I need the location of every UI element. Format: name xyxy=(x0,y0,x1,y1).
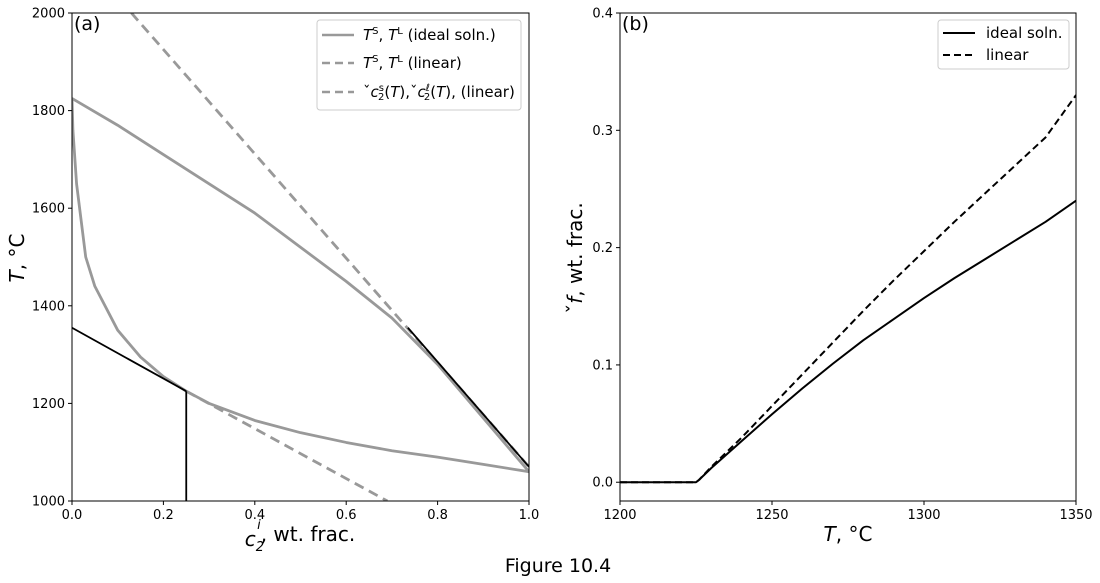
ytick-label-a-2: 1400 xyxy=(32,299,65,314)
panel-a-ticks: 0.0 0.2 0.4 0.6 0.8 1.0 1000 1200 1400 1600 1800 20… xyxy=(32,7,539,524)
panel-a: 0.0 0.2 0.4 0.6 0.8 1.0 1000 1200 1400 1600 1800 20… xyxy=(5,7,539,556)
legend-b-entry-0: ideal soln. xyxy=(986,24,1062,42)
xtick-label-a-1: 0.2 xyxy=(153,508,174,523)
panel-b-frame xyxy=(619,12,1077,502)
legend-a-entry-1: TS, TL (linear) xyxy=(363,54,462,72)
panel-b-legend: ideal soln. linear xyxy=(937,19,1070,70)
legend-b-entry-1: linear xyxy=(986,46,1029,64)
series-line-a-1 xyxy=(72,98,529,474)
xtick-label-a-5: 1.0 xyxy=(519,508,540,523)
ytick-label-b-2: 0.2 xyxy=(592,241,613,256)
xtick-label-b-3: 1350 xyxy=(1059,508,1092,523)
panel-a-xlabel: c2i, wt. frac. xyxy=(245,518,355,555)
panel-b-xlabel: T, °C xyxy=(824,522,873,546)
ytick-label-a-5: 2000 xyxy=(32,7,65,22)
xtick-label-a-2: 0.4 xyxy=(244,508,265,523)
series-line-b-1 xyxy=(620,94,1076,484)
panel-a-ylabel: T, °C xyxy=(5,234,29,283)
ytick-label-b-1: 0.1 xyxy=(592,358,613,373)
xtick-label-b-1: 1250 xyxy=(755,508,788,523)
xtick-label-b-2: 1300 xyxy=(907,508,940,523)
series-line-a-0 xyxy=(72,97,529,473)
series-line-b-0 xyxy=(620,199,1076,484)
panel-b-label: (b) xyxy=(622,13,649,35)
panel-b-ylabel: ˇf, wt. frac. xyxy=(563,202,587,314)
panel-a-series xyxy=(72,13,529,501)
legend-a-entry-0: TS, TL (ideal soln.) xyxy=(363,26,496,44)
xtick-label-b-0: 1200 xyxy=(603,508,636,523)
xtick-label-a-4: 0.8 xyxy=(427,508,448,523)
panel-a-legend: TS, TL (ideal soln.) TS, TL (linear) ˇcs… xyxy=(316,19,522,111)
xtick-label-a-3: 0.6 xyxy=(336,508,357,523)
ytick-label-b-4: 0.4 xyxy=(592,7,613,22)
panel-a-frame xyxy=(71,12,530,502)
ytick-label-a-3: 1600 xyxy=(32,202,65,217)
series-line-a-3 xyxy=(185,389,389,501)
panel-b-series xyxy=(620,94,1076,484)
ytick-label-a-4: 1800 xyxy=(32,104,65,119)
xtick-label-a-0: 0.0 xyxy=(62,508,83,523)
ytick-label-b-0: 0.0 xyxy=(592,476,613,491)
series-line-a-4 xyxy=(72,326,187,392)
ytick-label-a-0: 1000 xyxy=(32,495,65,510)
figure-caption: Figure 10.4 xyxy=(505,555,611,577)
panel-a-legend-box xyxy=(316,19,522,111)
panel-b: 1200 1250 1300 1350 0.0 0.1 0.2 0.3 0.4 (b) T, °… xyxy=(563,7,1093,547)
panel-b-ticks: 1200 1250 1300 1350 0.0 0.1 0.2 0.3 0.4 xyxy=(592,7,1092,524)
series-line-a-6 xyxy=(407,327,529,468)
ytick-label-a-1: 1200 xyxy=(32,397,65,412)
legend-a-entry-2: ˇcs 2(T),ˇcℓ 2(T), (linear) xyxy=(363,83,515,103)
ytick-label-b-3: 0.3 xyxy=(592,124,613,139)
panel-a-label: (a) xyxy=(74,13,100,35)
